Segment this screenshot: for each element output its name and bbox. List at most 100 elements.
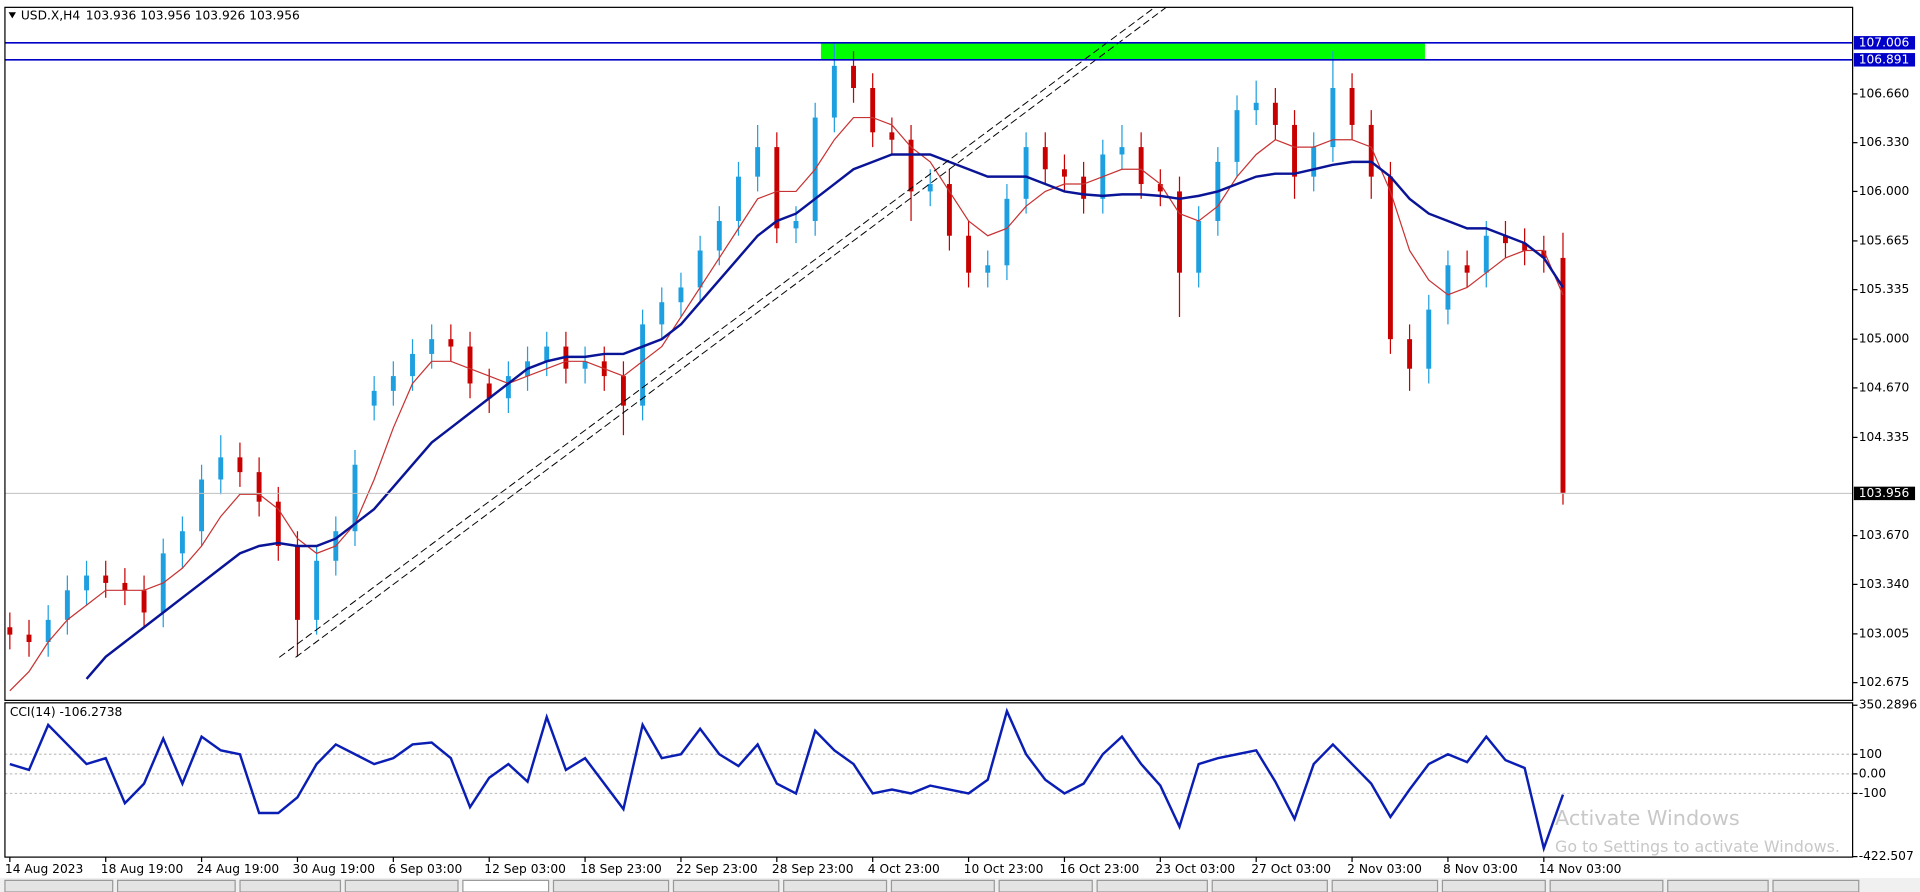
candle-body <box>620 376 626 406</box>
y-tick-label: 100 <box>1859 747 1882 761</box>
candle-body <box>1272 102 1278 125</box>
tab[interactable] <box>4 879 114 892</box>
candle-body <box>467 346 473 384</box>
x-tick-label: 14 Aug 2023 <box>5 862 83 876</box>
tab[interactable] <box>890 879 995 892</box>
symbol: USD.X,H4 <box>21 8 81 22</box>
y-tick-label: 103.670 <box>1859 528 1910 542</box>
candle-body <box>640 324 646 406</box>
trendline <box>295 7 1168 658</box>
candle-body <box>582 361 588 369</box>
tab[interactable] <box>344 879 459 892</box>
candle-body <box>1368 124 1374 177</box>
cci-layer <box>4 707 1853 853</box>
x-tick-label: 18 Aug 19:00 <box>101 862 184 876</box>
y-tick-label: 105.335 <box>1859 282 1910 296</box>
supply-zone <box>820 42 1425 60</box>
zone-layer <box>820 42 1425 60</box>
y-tick-label: 105.000 <box>1859 332 1910 346</box>
candle-body <box>1330 88 1336 148</box>
candle-body <box>26 634 32 643</box>
level-label-bg <box>1853 53 1916 67</box>
level-label: 107.006 <box>1859 35 1910 49</box>
candle-body <box>1253 102 1259 111</box>
tab[interactable] <box>1331 879 1439 892</box>
tab[interactable] <box>1772 879 1860 892</box>
candle-body <box>985 265 991 273</box>
candle-body <box>448 339 454 347</box>
candle-body <box>256 472 262 502</box>
candle-body <box>1004 198 1010 266</box>
tab[interactable] <box>1667 879 1769 892</box>
candle-body <box>275 501 281 546</box>
candle-body <box>678 287 684 303</box>
axis-layer: 106.660 106.330 106.000 105.665 105.335 105.0… <box>5 35 1917 876</box>
candle-body <box>1560 257 1566 493</box>
x-tick-label: 2 Nov 03:00 <box>1347 862 1422 876</box>
x-tick-label: 4 Oct 23:00 <box>868 862 940 876</box>
y-tick-label: 106.330 <box>1859 135 1910 149</box>
candle-body <box>1292 124 1297 177</box>
candle-body <box>755 147 761 177</box>
tab-active[interactable] <box>462 879 550 892</box>
tab[interactable] <box>672 879 780 892</box>
ohlc: 103.936 103.956 103.926 103.956 <box>86 8 300 22</box>
y-tick-label: -422.507 <box>1859 849 1914 863</box>
candle-body <box>1157 184 1163 192</box>
candle-body <box>870 88 876 133</box>
candle-body <box>889 132 895 140</box>
tab-bar <box>0 877 1920 892</box>
candle-body <box>64 590 70 620</box>
y-tick-label: 105.665 <box>1859 233 1910 247</box>
candle-body <box>716 220 722 251</box>
price-layer <box>4 7 1853 692</box>
tab[interactable] <box>1441 879 1546 892</box>
candle-body <box>1177 191 1182 273</box>
candle-body <box>1234 110 1240 162</box>
trendline <box>278 7 1156 658</box>
y-tick-label: 104.670 <box>1859 380 1910 394</box>
menu-arrow[interactable] <box>8 12 16 19</box>
candle-body <box>697 250 703 288</box>
candle-body <box>1541 250 1547 258</box>
watermark-title: Activate Windows <box>1555 806 1740 830</box>
y-tick-label: -100 <box>1859 786 1887 800</box>
candle-body <box>1119 147 1125 155</box>
candle-body <box>1196 220 1202 273</box>
y-tick-label: 104.335 <box>1859 430 1910 444</box>
moving-average <box>9 116 1564 692</box>
tab[interactable] <box>239 879 342 892</box>
y-tick-label: 106.660 <box>1859 86 1910 100</box>
candle-body <box>831 65 837 118</box>
candle-body <box>7 627 13 635</box>
candle-body <box>199 479 205 532</box>
x-tick-label: 30 Aug 19:00 <box>293 862 376 876</box>
tab[interactable] <box>998 879 1093 892</box>
tab[interactable] <box>552 879 670 892</box>
x-tick-label: 27 Oct 03:00 <box>1251 862 1331 876</box>
tab[interactable] <box>783 879 888 892</box>
y-tick-label: 102.675 <box>1859 675 1910 689</box>
candle-body <box>1023 147 1029 199</box>
candle-body <box>1138 147 1144 185</box>
candle-body <box>946 184 952 236</box>
price-label-bg <box>1853 486 1916 501</box>
candle-body <box>410 353 415 377</box>
tab[interactable] <box>1096 879 1208 892</box>
candle-body <box>1503 235 1508 244</box>
candle-body <box>1042 147 1048 170</box>
candle-body <box>966 235 972 273</box>
candle-body <box>1483 235 1489 273</box>
candle-body <box>1426 309 1432 369</box>
y-tick-label: 103.005 <box>1859 626 1910 640</box>
x-tick-label: 6 Sep 03:00 <box>388 862 462 876</box>
tab[interactable] <box>1549 879 1664 892</box>
tab[interactable] <box>116 879 236 892</box>
indicator-line <box>9 707 1565 853</box>
candle-body <box>736 176 741 221</box>
tab[interactable] <box>1211 879 1328 892</box>
candle-body <box>84 575 89 591</box>
price-panel-border <box>4 6 1854 701</box>
